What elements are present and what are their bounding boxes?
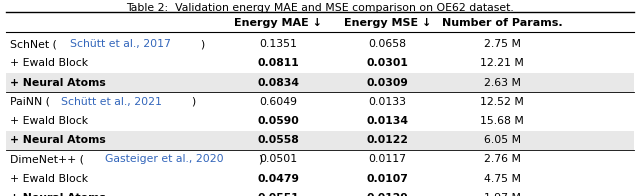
Text: Table 2:  Validation energy MAE and MSE comparison on OE62 dataset.: Table 2: Validation energy MAE and MSE c… — [126, 3, 514, 13]
Text: Schütt et al., 2021: Schütt et al., 2021 — [61, 97, 162, 107]
Text: Gasteiger et al., 2020: Gasteiger et al., 2020 — [105, 154, 223, 164]
Text: 2.75 M: 2.75 M — [484, 39, 521, 49]
Text: + Ewald Block: + Ewald Block — [10, 58, 88, 68]
Text: 0.0122: 0.0122 — [366, 135, 408, 145]
Text: 0.6049: 0.6049 — [259, 97, 298, 107]
Text: 0.0107: 0.0107 — [366, 173, 408, 184]
Text: Energy MAE ↓: Energy MAE ↓ — [234, 18, 323, 28]
Text: 0.0309: 0.0309 — [366, 77, 408, 88]
Text: 1.97 M: 1.97 M — [484, 193, 521, 196]
Text: ): ) — [258, 154, 262, 164]
Text: 0.0301: 0.0301 — [366, 58, 408, 68]
Text: 6.05 M: 6.05 M — [484, 135, 521, 145]
Text: 15.68 M: 15.68 M — [481, 116, 524, 126]
Text: 0.0590: 0.0590 — [257, 116, 300, 126]
Text: 0.0129: 0.0129 — [366, 193, 408, 196]
Text: 0.1351: 0.1351 — [259, 39, 298, 49]
Text: 0.0558: 0.0558 — [257, 135, 300, 145]
Text: PaiNN (: PaiNN ( — [10, 97, 49, 107]
Text: DimeNet++ (: DimeNet++ ( — [10, 154, 83, 164]
Text: 2.76 M: 2.76 M — [484, 154, 521, 164]
Text: + Neural Atoms: + Neural Atoms — [10, 77, 106, 88]
Text: Schütt et al., 2017: Schütt et al., 2017 — [70, 39, 171, 49]
Text: + Neural Atoms: + Neural Atoms — [10, 135, 106, 145]
Text: 4.75 M: 4.75 M — [484, 173, 521, 184]
Text: ): ) — [200, 39, 204, 49]
Text: 0.0117: 0.0117 — [368, 154, 406, 164]
Text: 0.0811: 0.0811 — [257, 58, 300, 68]
Text: 0.0479: 0.0479 — [257, 173, 300, 184]
Text: 12.52 M: 12.52 M — [481, 97, 524, 107]
Text: 0.0133: 0.0133 — [368, 97, 406, 107]
Text: + Ewald Block: + Ewald Block — [10, 173, 88, 184]
Text: ): ) — [191, 97, 195, 107]
Text: 0.0658: 0.0658 — [368, 39, 406, 49]
Text: 0.0834: 0.0834 — [257, 77, 300, 88]
Text: Number of Params.: Number of Params. — [442, 18, 563, 28]
Bar — [6, 73, 634, 93]
Text: 2.63 M: 2.63 M — [484, 77, 521, 88]
Text: SchNet (: SchNet ( — [10, 39, 56, 49]
Text: + Neural Atoms: + Neural Atoms — [10, 193, 106, 196]
Text: Energy MSE ↓: Energy MSE ↓ — [344, 18, 431, 28]
Text: 0.0551: 0.0551 — [257, 193, 300, 196]
Text: 0.0501: 0.0501 — [259, 154, 298, 164]
Text: 12.21 M: 12.21 M — [481, 58, 524, 68]
Text: + Ewald Block: + Ewald Block — [10, 116, 88, 126]
Bar — [6, 131, 634, 150]
Text: 0.0134: 0.0134 — [366, 116, 408, 126]
